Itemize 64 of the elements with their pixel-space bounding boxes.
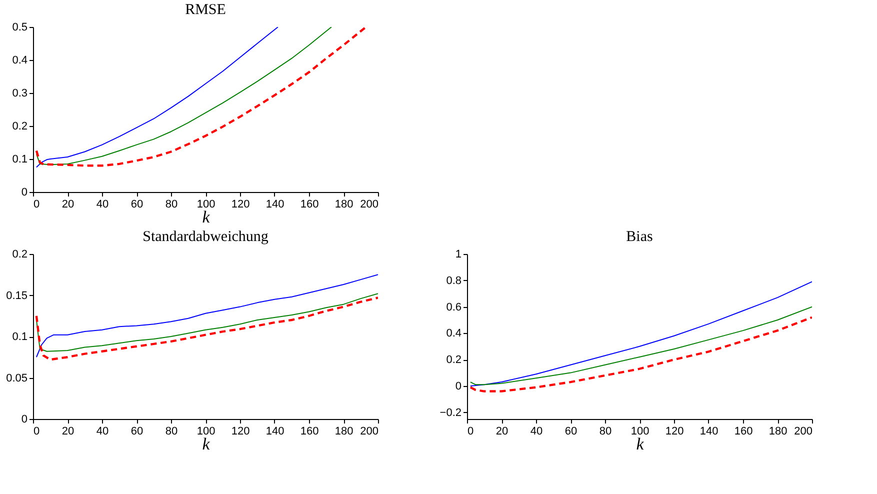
x-tick-label: 160 [734,426,753,438]
x-tick-label: 160 [300,198,319,210]
x-axis-title: k [202,434,210,454]
x-tick-label: 40 [530,426,543,438]
x-tick-label: 180 [334,426,354,438]
y-tick-label: 0.4 [446,328,462,340]
x-tick-label: 20 [62,198,74,210]
x-tick-label: 200 [360,198,378,210]
x-tick-label: 100 [196,198,216,210]
x-tick-label: 180 [768,426,788,438]
line-series [36,293,378,352]
y-tick-label: 0.4 [12,54,28,66]
y-tick-label: 0.5 [12,22,28,34]
x-tick-label: 20 [62,426,74,438]
x-tick-label: 140 [266,198,284,210]
x-tick-label: 200 [360,426,378,438]
line-series [36,27,278,168]
x-tick-label: 140 [700,426,718,438]
x-tick-label: 0 [34,198,40,210]
y-tick-label: 0.15 [6,290,28,302]
chart-title: Standardabweichung [142,229,269,245]
x-tick-label: 140 [266,426,284,438]
line-series [36,274,378,358]
x-tick-label: 60 [564,426,578,438]
y-tick-label: 0.2 [12,248,28,260]
x-tick-label: 160 [300,426,319,438]
x-tick-label: 100 [630,426,650,438]
chart-title: RMSE [185,2,226,18]
chart-title: Bias [626,229,653,245]
x-tick-label: 80 [599,426,612,438]
x-tick-label: 120 [665,426,684,438]
y-tick-label: 0 [21,186,28,198]
x-tick-label: 60 [130,426,144,438]
y-tick-label: 0.1 [12,331,28,343]
x-tick-label: 100 [196,426,216,438]
y-tick-label: 0.6 [446,301,462,314]
line-series [35,296,378,361]
x-tick-label: 0 [468,426,474,438]
y-tick-label: 1 [455,248,462,260]
x-axis-title: k [202,208,210,226]
x-tick-label: 120 [231,198,250,210]
x-tick-label: 120 [231,426,250,438]
y-tick-label: 0 [21,414,28,426]
line-series [470,281,812,386]
x-tick-label: 40 [96,426,109,438]
x-tick-label: 40 [96,198,109,210]
x-tick-label: 80 [165,198,178,210]
x-tick-label: 20 [496,426,508,438]
x-tick-label: 200 [794,426,812,438]
line-series [469,316,812,392]
x-tick-label: 80 [165,426,178,438]
y-tick-label: 0.2 [446,354,462,366]
y-tick-label: 0.2 [12,120,28,132]
y-tick-label: 0 [455,380,462,392]
x-tick-label: 60 [130,198,144,210]
y-tick-label: −0.2 [440,406,462,419]
line-series [470,306,812,386]
x-tick-label: 180 [334,198,354,210]
y-tick-label: 0.05 [6,372,28,384]
x-axis-title: k [636,434,644,454]
x-tick-label: 0 [34,426,40,438]
y-tick-label: 0.8 [446,274,462,287]
y-tick-label: 0.1 [12,154,28,166]
y-tick-label: 0.3 [12,88,28,100]
